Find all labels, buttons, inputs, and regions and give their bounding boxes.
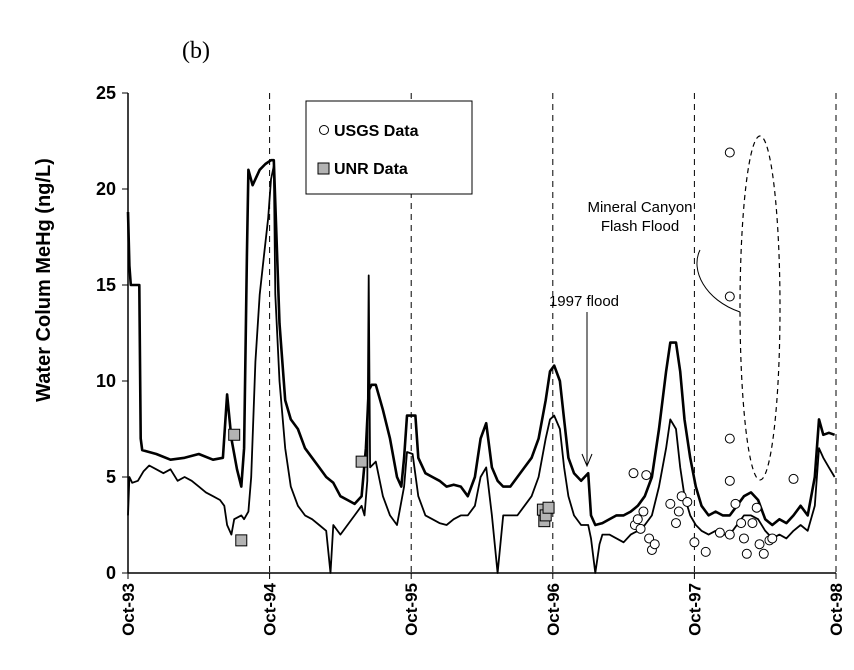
usgs-point (741, 548, 752, 559)
legend-usgs-label: USGS Data (334, 123, 419, 140)
usgs-point (714, 527, 725, 538)
unr-point (355, 455, 368, 468)
usgs-point (767, 533, 778, 544)
usgs-point (751, 502, 762, 513)
usgs-point (700, 546, 711, 557)
usgs-point (730, 498, 741, 509)
usgs-point (724, 433, 735, 444)
legend-usgs-marker (319, 125, 329, 135)
usgs-point (689, 537, 700, 548)
usgs-point (641, 470, 652, 481)
y-tick-label: 0 (106, 563, 116, 583)
axes: Oct-93 Oct-94 Oct-95 Oct-96 Oct-97 Oct-98 0 5 10… (96, 83, 846, 636)
y-tick-label: 5 (106, 467, 116, 487)
unr-point (228, 428, 241, 441)
usgs-point (649, 539, 660, 550)
unr-point (542, 501, 555, 514)
x-tick-label: Oct-96 (544, 583, 563, 636)
legend: USGS Data UNR Data (305, 100, 473, 195)
usgs-point (673, 506, 684, 517)
usgs-point (724, 475, 735, 486)
annotations: Mineral Canyon Flash Flood 1997 flood (549, 135, 781, 481)
x-tick-label: Oct-97 (685, 583, 704, 636)
usgs-point (758, 548, 769, 559)
y-tick-label: 15 (96, 275, 116, 295)
usgs-point (682, 496, 693, 507)
flash-flood-label: Mineral Canyon (587, 199, 692, 216)
flash-flood-leader (696, 249, 741, 313)
flood-label: 1997 flood (549, 293, 619, 310)
x-tick-label: Oct-94 (261, 582, 280, 635)
flood-arrow-head (581, 453, 593, 468)
usgs-point (632, 514, 643, 525)
scatter-layer (228, 147, 799, 559)
usgs-point (747, 518, 758, 529)
panel-label: (b) (182, 38, 210, 64)
y-tick-label: 20 (96, 179, 116, 199)
usgs-point (724, 291, 735, 302)
x-tick-label: Oct-98 (827, 583, 846, 636)
usgs-point (638, 506, 649, 517)
usgs-point (738, 533, 749, 544)
flash-flood-ellipse (739, 135, 781, 481)
x-tick-label: Oct-95 (402, 583, 421, 636)
legend-box (305, 100, 473, 195)
usgs-point (635, 523, 646, 534)
series-line-1 (126, 158, 836, 527)
series-line-2 (127, 165, 836, 574)
legend-unr-label: UNR Data (334, 161, 408, 178)
usgs-point (670, 518, 681, 529)
usgs-point (736, 518, 747, 529)
unr-point (235, 534, 248, 547)
usgs-point (788, 473, 799, 484)
usgs-point (628, 468, 639, 479)
y-tick-label: 25 (96, 83, 116, 103)
x-tick-label: Oct-93 (119, 583, 138, 636)
series-layer (126, 158, 836, 574)
y-axis-label: Water Colum MeHg (ng/L) (33, 158, 55, 402)
usgs-point (754, 539, 765, 550)
legend-unr-marker (317, 162, 330, 175)
usgs-point (724, 529, 735, 540)
usgs-point (665, 498, 676, 509)
y-tick-label: 10 (96, 371, 116, 391)
flash-flood-label: Flash Flood (601, 218, 679, 235)
usgs-point (724, 147, 735, 158)
